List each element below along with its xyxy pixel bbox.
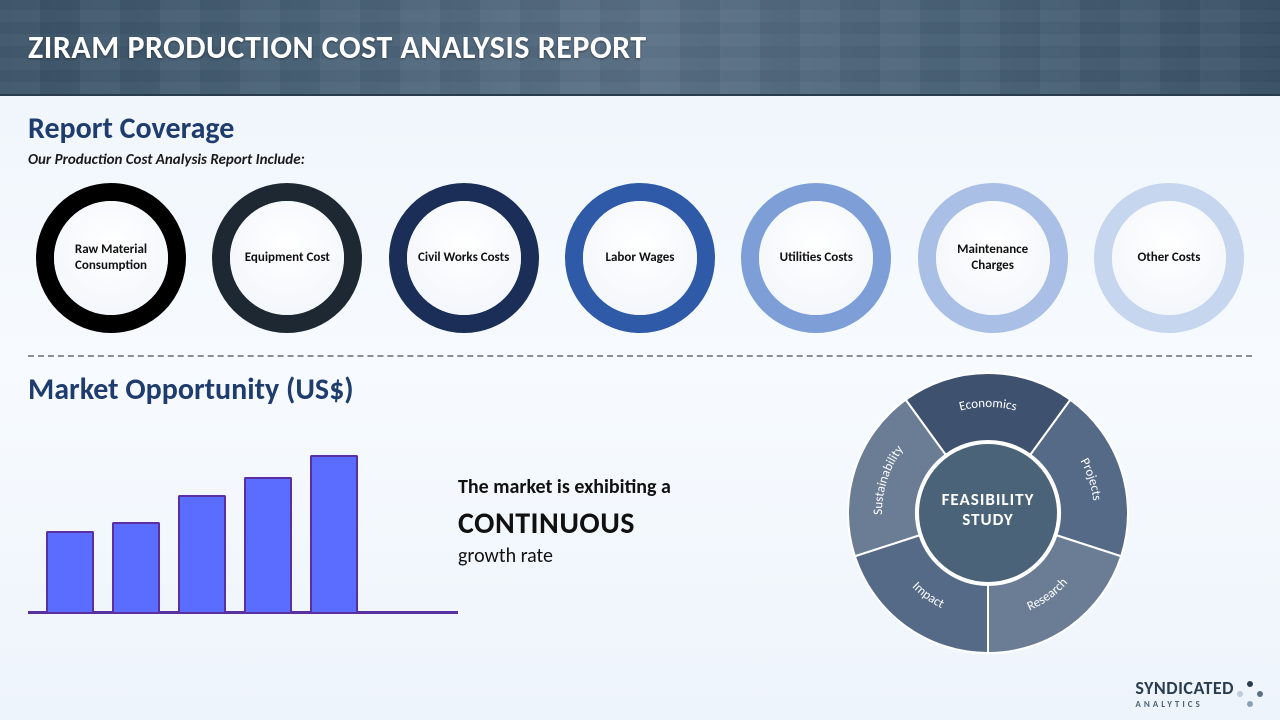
market-bar-chart — [28, 432, 458, 614]
lower-region: Market Opportunity (US$) The market is e… — [0, 357, 1280, 663]
coverage-ring: Other Costs — [1094, 183, 1244, 333]
coverage-ring: Equipment Cost — [212, 183, 362, 333]
coverage-ring: Civil Works Costs — [389, 183, 539, 333]
feasibility-wheel: EconomicsProjectsResearchImpactSustainab… — [838, 363, 1138, 663]
coverage-ring-label: Equipment Cost — [230, 201, 344, 315]
wheel-center-label: STUDY — [962, 509, 1013, 530]
logo-word: SYNDICATED — [1135, 677, 1234, 699]
statement-line1: The market is exhibiting a — [458, 475, 798, 499]
logo-dots-icon — [1240, 684, 1260, 704]
statement-word: CONTINUOUS — [458, 505, 798, 542]
chart-bar — [310, 455, 358, 613]
wheel-center-label: FEASIBILITY — [942, 489, 1035, 510]
coverage-ring-label: Labor Wages — [583, 201, 697, 315]
statement-column: The market is exhibiting a CONTINUOUS gr… — [458, 357, 798, 568]
brand-logo: SYNDICATED ANALYTICS — [1135, 677, 1260, 710]
statement-line2: growth rate — [458, 544, 798, 568]
chart-bar — [112, 522, 160, 612]
coverage-ring: Raw Material Consumption — [36, 183, 186, 333]
coverage-section: Report Coverage Our Production Cost Anal… — [0, 96, 1280, 333]
coverage-rings: Raw Material Consumption Equipment Cost Ci… — [28, 183, 1252, 333]
coverage-ring-label: Other Costs — [1112, 201, 1226, 315]
coverage-ring-label: Maintenance Charges — [936, 201, 1050, 315]
coverage-ring: Maintenance Charges — [918, 183, 1068, 333]
coverage-ring-label: Raw Material Consumption — [54, 201, 168, 315]
market-title: Market Opportunity (US$) — [28, 371, 458, 408]
coverage-ring-label: Utilities Costs — [759, 201, 873, 315]
coverage-ring: Labor Wages — [565, 183, 715, 333]
chart-bar — [46, 531, 94, 612]
coverage-ring: Utilities Costs — [741, 183, 891, 333]
market-column: Market Opportunity (US$) — [28, 357, 458, 614]
chart-bar — [178, 495, 226, 612]
logo-sub: ANALYTICS — [1135, 699, 1234, 710]
coverage-subtitle: Our Production Cost Analysis Report Incl… — [28, 151, 1252, 169]
coverage-title: Report Coverage — [28, 110, 1252, 147]
page-title: ZIRAM PRODUCTION COST ANALYSIS REPORT — [28, 28, 647, 67]
chart-bar — [244, 477, 292, 612]
feasibility-wheel-column: EconomicsProjectsResearchImpactSustainab… — [798, 357, 1178, 663]
header-banner: ZIRAM PRODUCTION COST ANALYSIS REPORT — [0, 0, 1280, 96]
coverage-ring-label: Civil Works Costs — [407, 201, 521, 315]
